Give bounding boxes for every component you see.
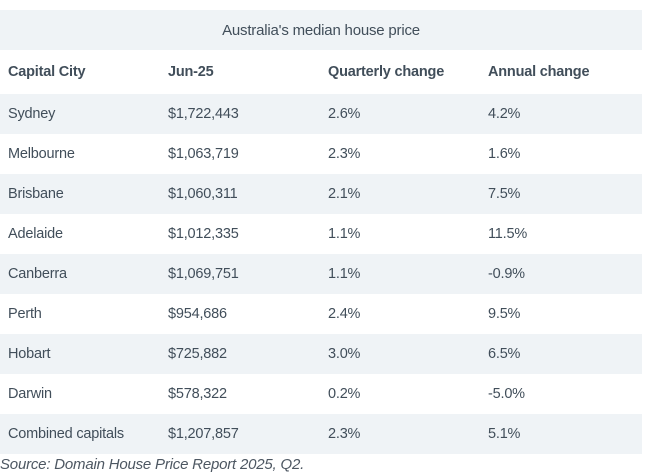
annual-change-cell: 9.5% <box>488 306 521 322</box>
price-cell: $1,722,443 <box>168 106 239 122</box>
city-cell: Hobart <box>8 346 51 362</box>
table-row-brisbane: Brisbane $1,060,311 2.1% 7.5% <box>0 174 642 214</box>
quarterly-change-cell: 1.1% <box>328 226 361 242</box>
column-header-annual-change: Annual change <box>488 64 590 80</box>
source-attribution: Source: Domain House Price Report 2025, … <box>0 456 305 473</box>
column-header-quarterly-change: Quarterly change <box>328 64 445 80</box>
quarterly-change-cell: 3.0% <box>328 346 361 362</box>
annual-change-cell: 5.1% <box>488 426 521 442</box>
city-cell: Canberra <box>8 266 67 282</box>
price-cell: $1,069,751 <box>168 266 239 282</box>
city-cell: Brisbane <box>8 186 64 202</box>
table-title: Australia's median house price <box>0 10 642 50</box>
table-row-adelaide: Adelaide $1,012,335 1.1% 11.5% <box>0 214 642 254</box>
price-cell: $1,012,335 <box>168 226 239 242</box>
annual-change-cell: 1.6% <box>488 146 521 162</box>
table-row-perth: Perth $954,686 2.4% 9.5% <box>0 294 642 334</box>
price-cell: $578,322 <box>168 386 227 402</box>
table-row-melbourne: Melbourne $1,063,719 2.3% 1.6% <box>0 134 642 174</box>
annual-change-cell: 7.5% <box>488 186 521 202</box>
city-cell: Melbourne <box>8 146 75 162</box>
quarterly-change-cell: 1.1% <box>328 266 361 282</box>
table-row-sydney: Sydney $1,722,443 2.6% 4.2% <box>0 94 642 134</box>
annual-change-cell: 4.2% <box>488 106 521 122</box>
column-header-capital-city: Capital City <box>8 64 86 80</box>
annual-change-cell: 11.5% <box>488 226 528 242</box>
price-cell: $725,882 <box>168 346 227 362</box>
price-cell: $1,060,311 <box>168 186 238 202</box>
quarterly-change-cell: 0.2% <box>328 386 361 402</box>
quarterly-change-cell: 2.3% <box>328 146 361 162</box>
house-price-table: Australia's median house price Capital C… <box>0 10 642 454</box>
city-cell: Adelaide <box>8 226 63 242</box>
annual-change-cell: 6.5% <box>488 346 521 362</box>
quarterly-change-cell: 2.3% <box>328 426 361 442</box>
city-cell: Perth <box>8 306 42 322</box>
column-header-jun-25: Jun-25 <box>168 64 214 80</box>
table-row-combined-capitals: Combined capitals $1,207,857 2.3% 5.1% <box>0 414 642 454</box>
price-cell: $954,686 <box>168 306 227 322</box>
quarterly-change-cell: 2.4% <box>328 306 361 322</box>
city-cell: Sydney <box>8 106 56 122</box>
annual-change-cell: -0.9% <box>488 266 525 282</box>
table-row-darwin: Darwin $578,322 0.2% -5.0% <box>0 374 642 414</box>
table-header-row: Capital City Jun-25 Quarterly change Ann… <box>0 50 642 94</box>
city-cell: Darwin <box>8 386 52 402</box>
table-row-hobart: Hobart $725,882 3.0% 6.5% <box>0 334 642 374</box>
price-cell: $1,063,719 <box>168 146 239 162</box>
table-row-canberra: Canberra $1,069,751 1.1% -0.9% <box>0 254 642 294</box>
annual-change-cell: -5.0% <box>488 386 525 402</box>
quarterly-change-cell: 2.6% <box>328 106 361 122</box>
quarterly-change-cell: 2.1% <box>328 186 361 202</box>
price-cell: $1,207,857 <box>168 426 239 442</box>
city-cell: Combined capitals <box>8 426 124 442</box>
